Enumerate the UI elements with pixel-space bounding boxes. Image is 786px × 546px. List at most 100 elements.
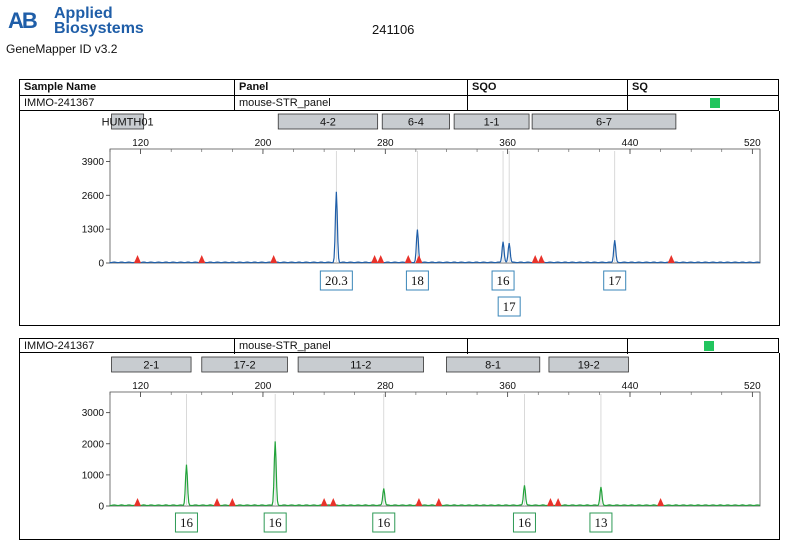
- x-tick-label: 280: [377, 381, 394, 392]
- size-standard-marker: [134, 498, 142, 506]
- marker-bin: [548, 356, 629, 373]
- sq-cell: [628, 96, 778, 111]
- table-header-row: Sample Name Panel SQO SQ: [20, 80, 778, 96]
- logo-text-applied: Applied: [54, 5, 113, 22]
- size-standard-marker: [415, 255, 423, 263]
- x-tick-label: 440: [622, 138, 639, 149]
- plot-area: [109, 148, 761, 264]
- sq-quality-flag: [704, 341, 714, 351]
- allele-label-box: [491, 270, 515, 291]
- size-standard-marker: [134, 255, 142, 263]
- marker-bin: [531, 113, 677, 130]
- electropherogram-panel-green: 2-1 17-2 11-2 8-1 19-2 120 200 280 360 440 520 0 100…: [19, 353, 780, 540]
- allele-label: 16: [180, 515, 194, 530]
- marker-label: 6-7: [596, 117, 612, 129]
- sample-name-cell: IMMO-241367: [20, 339, 235, 354]
- electropherogram-green: 2-1 17-2 11-2 8-1 19-2 120 200 280 360 440 520 0 100…: [82, 356, 761, 533]
- ab-logo-mark: AB: [8, 8, 38, 33]
- marker-bin: [277, 113, 379, 130]
- logo-text-biosystems: Biosystems: [54, 20, 144, 37]
- y-tick-label: 0: [98, 502, 104, 513]
- column-header-sqo: SQO: [468, 80, 628, 95]
- column-header-sq: SQ: [632, 81, 648, 93]
- sample-name-cell: IMMO-241367: [20, 96, 235, 111]
- size-standard-marker: [329, 498, 337, 506]
- size-standard-marker: [435, 498, 443, 506]
- x-tick-label: 360: [499, 381, 516, 392]
- size-standard-marker: [320, 498, 328, 506]
- plot-area: [109, 391, 761, 507]
- marker-label: 11-2: [350, 360, 371, 372]
- x-tick-label: 200: [255, 381, 272, 392]
- marker-bin: [297, 356, 424, 373]
- allele-label: 17: [503, 299, 517, 314]
- electropherogram-panel-blue: HUMTH01 4-2 6-4 1-1 6-7 120 200 280 360 440 520 0 13…: [19, 111, 780, 326]
- x-tick-label: 280: [377, 138, 394, 149]
- marker-label: 2-1: [143, 360, 159, 372]
- y-tick-label: 3000: [82, 408, 105, 419]
- size-standard-marker: [667, 255, 675, 263]
- allele-label-box: [497, 296, 521, 317]
- sample-row-green[interactable]: IMMO-241367 mouse-STR_panel: [19, 338, 779, 354]
- size-standard-marker: [198, 255, 206, 263]
- allele-label: 16: [518, 515, 532, 530]
- y-tick-label: 0: [98, 259, 104, 270]
- y-tick-label: 2000: [82, 439, 105, 450]
- x-tick-label: 120: [132, 381, 149, 392]
- marker-label: HUMTH01: [102, 117, 154, 129]
- size-standard-marker: [531, 255, 539, 263]
- panel-cell: mouse-STR_panel: [235, 96, 468, 111]
- run-id: 241106: [372, 22, 415, 37]
- x-tick-label: 120: [132, 138, 149, 149]
- x-tick-label: 360: [499, 138, 516, 149]
- software-version: GeneMapper ID v3.2: [6, 42, 118, 56]
- y-tick-label: 3900: [82, 157, 105, 168]
- x-tick-label: 520: [744, 138, 761, 149]
- marker-bin: [446, 356, 541, 373]
- allele-label-box: [174, 512, 198, 533]
- y-tick-label: 1300: [82, 225, 105, 236]
- electropherogram-blue: HUMTH01 4-2 6-4 1-1 6-7 120 200 280 360 440 520 0 13…: [82, 113, 761, 317]
- marker-bin: [381, 113, 450, 130]
- size-standard-marker: [377, 255, 385, 263]
- allele-label-box: [603, 270, 627, 291]
- size-standard-marker: [228, 498, 236, 506]
- allele-label: 16: [269, 515, 283, 530]
- size-standard-marker: [213, 498, 221, 506]
- marker-label: 8-1: [485, 360, 501, 372]
- allele-label-box: [372, 512, 396, 533]
- marker-bin: [201, 356, 288, 373]
- sq-cell: [628, 339, 778, 354]
- allele-label: 20.3: [325, 273, 348, 288]
- panel-cell: mouse-STR_panel: [235, 339, 468, 354]
- size-standard-marker: [404, 255, 412, 263]
- size-standard-marker: [537, 255, 545, 263]
- sqo-cell: [468, 96, 628, 111]
- allele-label-box: [319, 270, 353, 291]
- size-standard-marker: [657, 498, 665, 506]
- y-tick-label: 1000: [82, 470, 105, 481]
- column-header-panel: Panel: [235, 80, 468, 95]
- allele-label: 16: [377, 515, 391, 530]
- allele-label-box: [589, 512, 613, 533]
- sq-quality-flag: [710, 98, 720, 108]
- size-standard-marker: [270, 255, 278, 263]
- marker-label: 4-2: [320, 117, 336, 129]
- allele-label-box: [512, 512, 536, 533]
- allele-label: 18: [411, 273, 424, 288]
- x-tick-label: 200: [255, 138, 272, 149]
- marker-label: 19-2: [578, 360, 600, 372]
- column-header-sample-name: Sample Name: [20, 80, 235, 95]
- allele-label: 16: [497, 273, 511, 288]
- size-standard-marker: [415, 498, 423, 506]
- y-tick-label: 2600: [82, 191, 105, 202]
- signal-trace: [109, 191, 761, 264]
- allele-label: 13: [594, 515, 607, 530]
- allele-label-box: [405, 270, 429, 291]
- marker-label: 1-1: [484, 117, 500, 129]
- allele-label: 17: [608, 273, 622, 288]
- size-standard-marker: [546, 498, 554, 506]
- table-row[interactable]: IMMO-241367 mouse-STR_panel: [20, 96, 778, 111]
- marker-label: 17-2: [234, 360, 256, 372]
- marker-bin: [453, 113, 530, 130]
